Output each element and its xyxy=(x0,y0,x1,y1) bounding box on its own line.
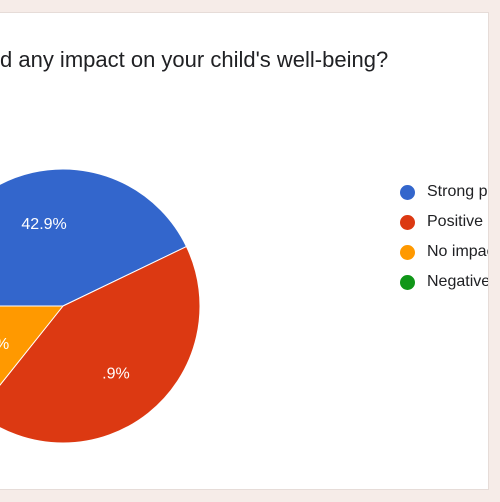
legend-label: Negative xyxy=(427,273,489,290)
legend-item-no-impact: No impac xyxy=(400,237,489,267)
pie-slice xyxy=(0,245,201,444)
legend-swatch xyxy=(400,214,415,230)
slice-percent-label: 42.9% xyxy=(21,216,66,233)
question-title: d any impact on your child's well-being? xyxy=(0,47,389,72)
legend-label: Strong po xyxy=(427,183,488,200)
pie-slice xyxy=(0,168,188,307)
slice-percent-label: 14.3% xyxy=(0,336,9,353)
chart-legend: Strong po Positive i No impac Negative xyxy=(400,177,489,297)
legend-swatch xyxy=(400,274,415,290)
legend-swatch xyxy=(400,184,415,200)
legend-item-negative: Negative xyxy=(400,267,489,297)
legend-item-strong-positive: Strong po xyxy=(400,177,488,207)
legend-label: Positive i xyxy=(427,213,489,230)
pie-slice xyxy=(0,305,65,386)
legend-swatch xyxy=(400,244,415,260)
slice-percent-label: .9% xyxy=(102,365,130,382)
legend-item-positive-impact: Positive i xyxy=(400,207,489,237)
question-card: d any impact on your child's well-being?… xyxy=(0,12,489,490)
legend-label: No impac xyxy=(427,243,489,260)
pie-chart: 42.9% .9% 14.3% xyxy=(0,168,201,444)
